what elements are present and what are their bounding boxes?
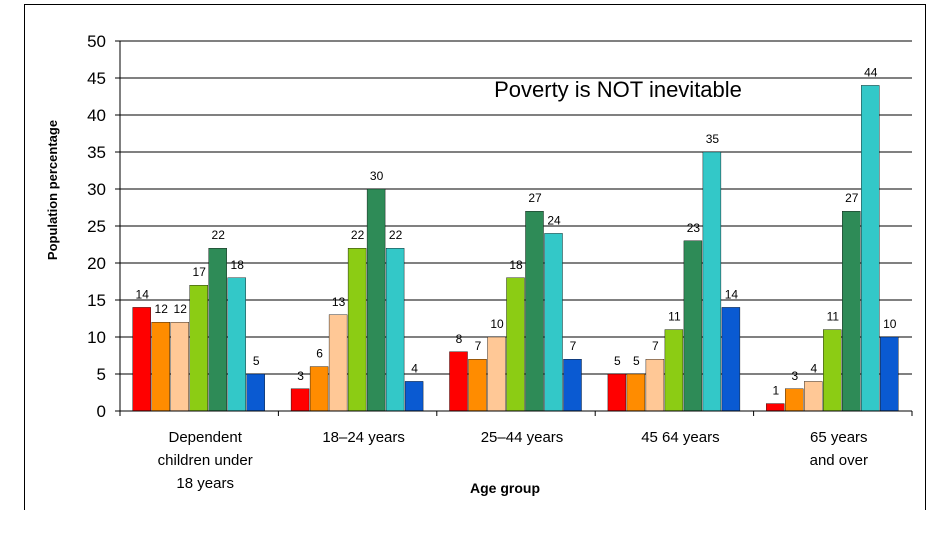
bar-value-label: 11 [668,310,681,324]
y-tick-label: 0 [97,402,106,421]
bar [227,277,246,412]
bar-value-label: 23 [687,221,701,235]
chart-frame [24,4,926,510]
bar-value-label: 5 [614,354,621,368]
bar [404,381,424,412]
bar [449,351,468,412]
bar-value-label: 22 [212,228,226,242]
y-tick-label: 35 [87,143,106,162]
bar [785,388,804,412]
y-tick-label: 50 [87,32,106,51]
bar-value-label: 6 [316,347,323,361]
y-axis-title: Population percentage [45,120,60,260]
bar [804,381,823,412]
bar [721,307,741,412]
x-tick-label: children under [158,452,253,469]
chart-title: Poverty is NOT inevitable [494,77,742,102]
bar-value-label: 44 [864,65,878,79]
bar [544,233,563,412]
x-axis-title: Age group [470,480,540,496]
bar-value-label: 13 [332,295,346,309]
bar-value-label: 11 [827,310,840,324]
x-tick-label: 65 years [810,429,868,446]
bar [189,285,208,412]
bar [861,85,880,412]
bar-value-label: 22 [351,228,365,242]
bar [151,322,170,412]
bar [683,240,703,412]
bar-value-label: 12 [174,302,188,316]
y-tick-label: 40 [87,106,106,125]
bar-value-label: 24 [547,213,561,227]
bar-value-label: 5 [633,354,640,368]
bar [766,403,785,412]
x-tick-label: Dependent [168,429,242,446]
bar [246,373,265,412]
bar-value-label: 3 [297,369,304,383]
y-tick-label: 45 [87,69,106,88]
bar [208,247,227,412]
bar-value-label: 30 [370,169,384,183]
bar-value-label: 18 [509,258,523,272]
bar [607,373,627,412]
bar-value-label: 8 [456,332,463,346]
bar-value-label: 3 [791,369,798,383]
bar [132,307,151,412]
bar-value-label: 14 [725,287,739,301]
bar [290,388,310,412]
bar [328,314,348,412]
x-tick-label: 18 years [176,475,234,492]
y-tick-label: 30 [87,180,106,199]
bar [823,329,842,412]
y-tick-label: 15 [87,291,106,310]
bar [487,336,506,412]
y-tick-label: 20 [87,254,106,273]
bar [626,373,646,412]
bar-value-label: 1 [772,384,779,398]
x-tick-label: 45 64 years [641,429,719,446]
bar-value-label: 10 [883,317,897,331]
x-tick-label: and over [810,452,868,469]
bar [468,359,487,412]
y-tick-label: 5 [97,365,106,384]
bar-value-label: 27 [845,191,859,205]
bar-value-label: 10 [490,317,504,331]
bar [170,322,189,412]
bar-value-label: 4 [411,361,418,375]
bar-value-label: 14 [136,287,150,301]
bar [309,366,329,412]
bar-value-label: 12 [155,302,169,316]
bar-value-label: 18 [231,258,245,272]
bar [506,277,525,412]
bar-value-label: 7 [570,339,577,353]
bar [664,329,684,412]
bar-value-label: 7 [652,339,659,353]
bar-value-label: 17 [193,265,207,279]
bar [347,247,367,412]
bar-value-label: 5 [253,354,260,368]
bar [880,336,899,412]
bar-value-label: 4 [810,361,817,375]
bar [385,247,405,412]
bar-value-label: 7 [475,339,482,353]
bar [366,188,386,412]
x-tick-label: 18–24 years [322,429,405,446]
x-tick-label: 25–44 years [481,429,564,446]
y-tick-label: 10 [87,328,106,347]
bar [563,359,582,412]
bar-value-label: 22 [389,228,403,242]
bar [525,210,544,412]
y-tick-label: 25 [87,217,106,236]
bar [645,359,665,412]
bar [842,210,861,412]
bar [702,151,722,412]
bar-value-label: 27 [528,191,542,205]
bar-value-label: 35 [706,132,720,146]
